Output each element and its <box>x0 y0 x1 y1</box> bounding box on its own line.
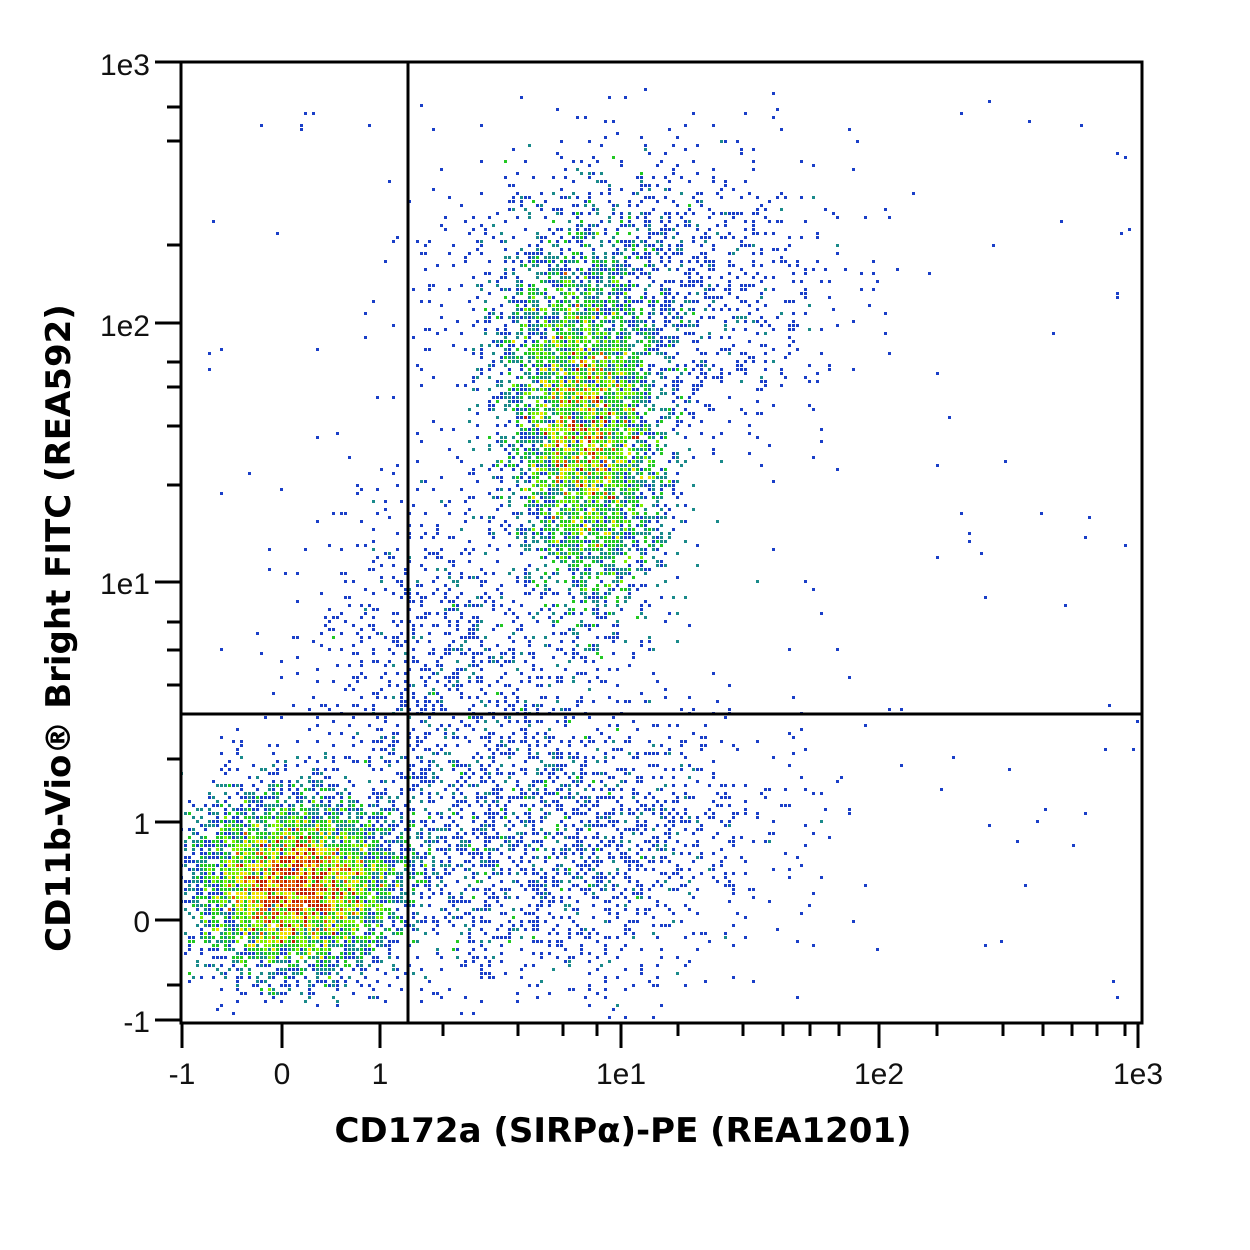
plot-frame <box>179 60 1144 1025</box>
density-dots <box>180 88 1139 1019</box>
y-tick-label: 0 <box>133 906 150 939</box>
x-tick-label: -1 <box>169 1058 196 1091</box>
x-tick-label: 1e1 <box>596 1058 646 1091</box>
y-tick-label: -1 <box>123 1006 150 1039</box>
x-tick-label: 1 <box>372 1058 389 1091</box>
x-tick-label: 0 <box>274 1058 291 1091</box>
y-tick-label: 1e1 <box>100 568 150 601</box>
y-tick-label: 1e3 <box>100 49 150 82</box>
axis-ticks <box>155 60 1140 1048</box>
x-tick-label: 1e3 <box>1113 1058 1163 1091</box>
y-tick-label: 1e2 <box>100 310 150 343</box>
y-axis-title: CD11b-Vio® Bright FITC (REA592) <box>39 304 79 952</box>
x-axis-title: CD172a (SIRPα)-PE (REA1201) <box>334 1111 911 1151</box>
x-tick-label: 1e2 <box>854 1058 904 1091</box>
y-tick-label: 1 <box>133 808 150 841</box>
